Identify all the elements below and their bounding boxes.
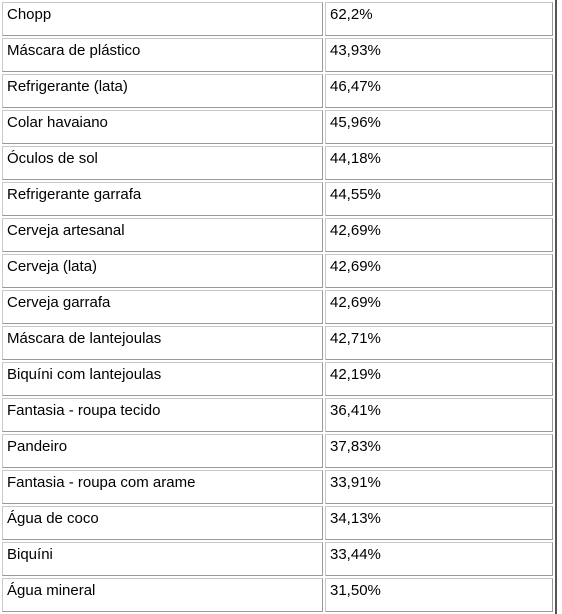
item-cell: Cerveja artesanal [2,218,323,252]
table-row: Refrigerante garrafa 44,55% [2,182,553,216]
percent-cell: 37,83% [325,434,553,468]
percent-cell: 43,93% [325,38,553,72]
percent-cell: 62,2% [325,2,553,36]
table-row: Cerveja garrafa 42,69% [2,290,553,324]
item-cell: Colar havaiano [2,110,323,144]
item-cell: Água mineral [2,578,323,612]
percent-cell: 33,44% [325,542,553,576]
percent-cell: 36,41% [325,398,553,432]
item-cell: Cerveja (lata) [2,254,323,288]
item-cell: Máscara de plástico [2,38,323,72]
table-row: Fantasia - roupa tecido 36,41% [2,398,553,432]
percent-cell: 46,47% [325,74,553,108]
table-row: Pandeiro 37,83% [2,434,553,468]
table-row: Cerveja (lata) 42,69% [2,254,553,288]
table-row: Fantasia - roupa com arame 33,91% [2,470,553,504]
table-row: Cerveja artesanal 42,69% [2,218,553,252]
percent-cell: 42,69% [325,254,553,288]
percent-cell: 34,13% [325,506,553,540]
item-cell: Chopp [2,2,323,36]
percent-cell: 42,69% [325,290,553,324]
percent-cell: 33,91% [325,470,553,504]
percent-cell: 42,71% [325,326,553,360]
table-row: Água mineral 31,50% [2,578,553,612]
item-cell: Refrigerante (lata) [2,74,323,108]
table-row: Máscara de lantejoulas 42,71% [2,326,553,360]
item-cell: Biquíni [2,542,323,576]
percent-cell: 44,55% [325,182,553,216]
item-cell: Refrigerante garrafa [2,182,323,216]
item-cell: Fantasia - roupa com arame [2,470,323,504]
item-cell: Cerveja garrafa [2,290,323,324]
percent-cell: 42,19% [325,362,553,396]
table-row: Água de coco 34,13% [2,506,553,540]
item-cell: Biquíni com lantejoulas [2,362,323,396]
item-cell: Água de coco [2,506,323,540]
percent-cell: 45,96% [325,110,553,144]
table-row: Máscara de plástico 43,93% [2,38,553,72]
table-row: Biquíni com lantejoulas 42,19% [2,362,553,396]
table-row: Óculos de sol 44,18% [2,146,553,180]
table-row: Colar havaiano 45,96% [2,110,553,144]
percent-cell: 31,50% [325,578,553,612]
table-row: Chopp 62,2% [2,2,553,36]
item-cell: Fantasia - roupa tecido [2,398,323,432]
percent-cell: 44,18% [325,146,553,180]
table-row: Biquíni 33,44% [2,542,553,576]
table-body: Chopp 62,2% Máscara de plástico 43,93% Refri… [2,2,553,612]
table-row: Refrigerante (lata) 46,47% [2,74,553,108]
percent-cell: 42,69% [325,218,553,252]
item-cell: Óculos de sol [2,146,323,180]
item-cell: Máscara de lantejoulas [2,326,323,360]
item-cell: Pandeiro [2,434,323,468]
